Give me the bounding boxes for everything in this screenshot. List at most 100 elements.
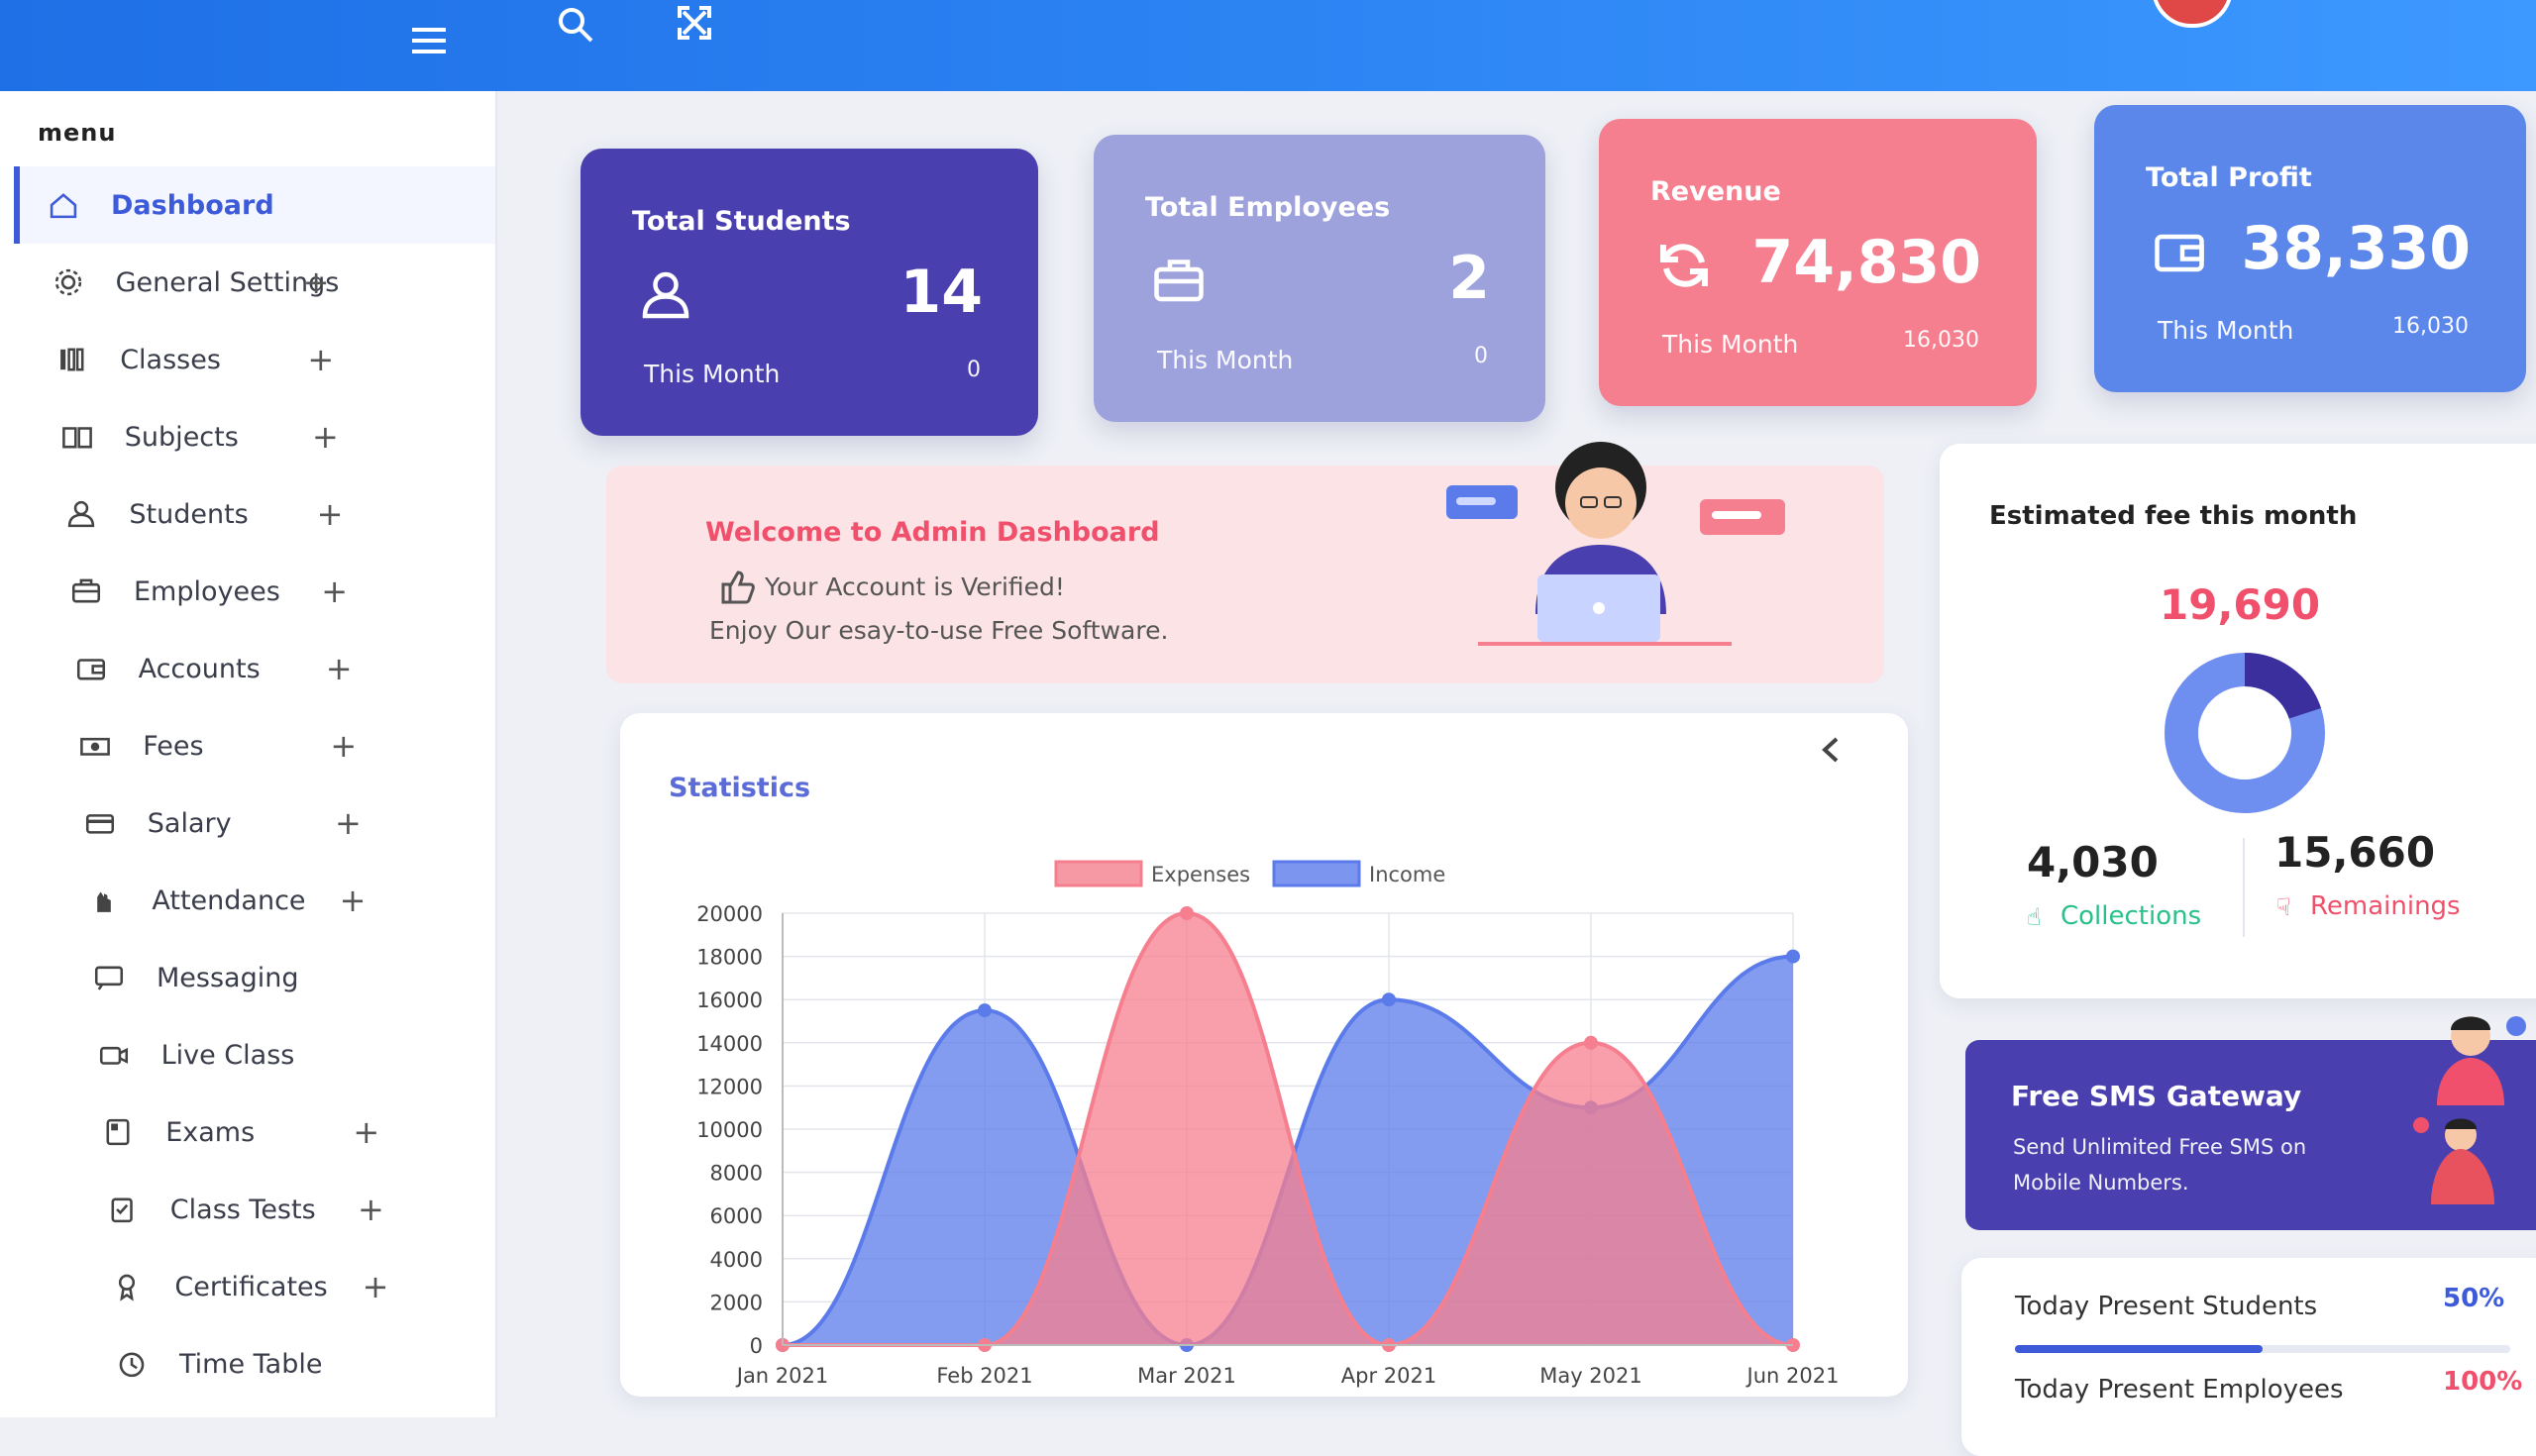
x-tick-label: Jan 2021 xyxy=(735,1364,829,1388)
wallet-icon xyxy=(2150,222,2209,281)
card-total-employees[interactable]: Total Employees 2 This Month 0 xyxy=(1094,135,1545,422)
chevron-left-icon[interactable] xyxy=(1819,735,1843,769)
sidebar-item-employees[interactable]: Employees + xyxy=(14,553,495,630)
expand-icon[interactable]: + xyxy=(339,882,367,919)
expand-icon[interactable]: + xyxy=(353,1113,380,1151)
sidebar-item-exams[interactable]: Exams + xyxy=(14,1093,495,1171)
card-revenue[interactable]: Revenue 74,830 This Month 16,030 xyxy=(1599,119,2037,406)
card-month-label: This Month xyxy=(2158,316,2294,345)
card-value: 38,330 xyxy=(2241,214,2471,283)
income-point[interactable] xyxy=(978,1003,992,1018)
expenses-point[interactable] xyxy=(1584,1035,1598,1050)
sidebar-item-time-table[interactable]: Time Table xyxy=(14,1325,495,1403)
sidebar-item-label: General Settings xyxy=(115,266,340,298)
x-tick-label: May 2021 xyxy=(1539,1364,1642,1388)
sidebar-item-label: Certificates xyxy=(174,1271,328,1302)
card-title: Total Employees xyxy=(1145,192,1391,223)
sidebar-item-label: Exams xyxy=(165,1116,256,1148)
fee-total: 19,690 xyxy=(2160,580,2321,629)
expand-icon[interactable]: + xyxy=(316,495,344,533)
card-month-label: This Month xyxy=(1157,346,1294,374)
sidebar-item-subjects[interactable]: Subjects + xyxy=(14,398,495,475)
fee-donut-chart xyxy=(2165,653,2325,813)
sidebar-item-label: Live Class xyxy=(160,1039,295,1071)
card-value: 14 xyxy=(899,258,984,327)
wallet-icon xyxy=(71,649,111,688)
y-tick-label: 0 xyxy=(750,1334,763,1358)
expenses-legend-swatch[interactable] xyxy=(1054,860,1143,887)
money-icon xyxy=(75,726,115,766)
fullscreen-icon[interactable] xyxy=(670,0,719,48)
card-month-label: This Month xyxy=(1662,330,1799,359)
expand-icon[interactable]: + xyxy=(302,263,330,301)
sidebar-item-classes[interactable]: Classes + xyxy=(14,321,495,398)
sidebar-item-label: Time Table xyxy=(179,1348,323,1380)
exam-icon xyxy=(98,1112,138,1152)
sidebar-item-students[interactable]: Students + xyxy=(14,475,495,553)
card-total-students[interactable]: Total Students 14 This Month 0 xyxy=(581,149,1038,436)
fee-panel xyxy=(1940,444,2536,998)
home-icon xyxy=(44,185,83,225)
hamburger-icon[interactable] xyxy=(404,16,454,65)
sidebar-item-fees[interactable]: Fees + xyxy=(14,707,495,784)
sms-title: Free SMS Gateway xyxy=(2011,1080,2302,1112)
sidebar-item-label: Employees xyxy=(134,575,280,607)
income-legend-label[interactable]: Income xyxy=(1369,863,1445,886)
enjoy-text: Enjoy Our esay-to-use Free Software. xyxy=(709,616,1169,645)
expand-icon[interactable]: + xyxy=(321,572,348,610)
welcome-title: Welcome to Admin Dashboard xyxy=(705,517,1160,548)
card-total-profit[interactable]: Total Profit 38,330 This Month 16,030 xyxy=(2094,105,2526,392)
card-value: 2 xyxy=(1448,244,1490,313)
sidebar-item-accounts[interactable]: Accounts + xyxy=(14,630,495,707)
today-present-students-bar xyxy=(2015,1345,2263,1353)
expenses-point[interactable] xyxy=(1180,906,1194,920)
card-title: Revenue xyxy=(1650,176,1781,207)
user-icon xyxy=(636,265,695,325)
y-tick-label: 8000 xyxy=(710,1162,763,1186)
refresh-icon xyxy=(1654,236,1714,295)
y-tick-label: 16000 xyxy=(696,988,763,1012)
expenses-legend-label[interactable]: Expenses xyxy=(1151,863,1250,886)
expand-icon[interactable]: + xyxy=(325,650,353,687)
x-tick-label: Apr 2021 xyxy=(1341,1364,1436,1388)
sidebar-item-dashboard[interactable]: Dashboard xyxy=(14,166,495,244)
y-tick-label: 4000 xyxy=(710,1248,763,1272)
expand-icon[interactable]: + xyxy=(362,1268,389,1305)
verified-text: Your Account is Verified! xyxy=(765,572,1065,601)
test-icon xyxy=(103,1190,143,1229)
y-tick-label: 6000 xyxy=(710,1204,763,1228)
search-icon[interactable] xyxy=(551,0,600,50)
sidebar-item-live-class[interactable]: Live Class xyxy=(14,1016,495,1093)
video-icon xyxy=(94,1035,134,1075)
y-tick-label: 14000 xyxy=(696,1032,763,1056)
welcome-banner: Welcome to Admin Dashboard Your Account … xyxy=(606,442,1884,683)
expand-icon[interactable]: + xyxy=(312,418,339,456)
income-legend-swatch[interactable] xyxy=(1272,860,1361,887)
expand-icon[interactable]: + xyxy=(330,727,358,765)
fee-divider xyxy=(2243,838,2245,937)
sms-description: Send Unlimited Free SMS on Mobile Number… xyxy=(2013,1135,2307,1195)
sms-gateway-card[interactable]: Free SMS Gateway Send Unlimited Free SMS… xyxy=(1965,1016,2536,1230)
expenses-line xyxy=(783,910,1794,1348)
sidebar-item-class-tests[interactable]: Class Tests + xyxy=(14,1171,495,1248)
sidebar-item-general-settings[interactable]: General Settings + xyxy=(14,244,495,321)
y-tick-label: 10000 xyxy=(696,1118,763,1142)
remainings-label: Remainings xyxy=(2310,891,2461,921)
sidebar-item-certificates[interactable]: Certificates + xyxy=(14,1248,495,1325)
sidebar-item-attendance[interactable]: Attendance + xyxy=(14,862,495,939)
income-point[interactable] xyxy=(1382,992,1396,1007)
sidebar-nav: Dashboard General Settings + Classes + Subjec… xyxy=(14,166,495,1403)
expand-icon[interactable]: + xyxy=(358,1191,384,1228)
top-bar xyxy=(0,0,2536,91)
expand-icon[interactable]: + xyxy=(335,804,362,842)
sidebar-item-label: Classes xyxy=(120,344,221,375)
card-sub-value: 16,030 xyxy=(1903,328,1979,353)
card-icon xyxy=(80,803,120,843)
sidebar-item-salary[interactable]: Salary + xyxy=(14,784,495,862)
expand-icon[interactable]: + xyxy=(307,341,335,378)
sidebar-item-label: Students xyxy=(129,498,249,530)
income-point[interactable] xyxy=(1786,949,1800,964)
sidebar-item-label: Class Tests xyxy=(169,1194,316,1225)
collections-value: 4,030 xyxy=(2027,838,2159,886)
sidebar-item-messaging[interactable]: Messaging xyxy=(14,939,495,1016)
